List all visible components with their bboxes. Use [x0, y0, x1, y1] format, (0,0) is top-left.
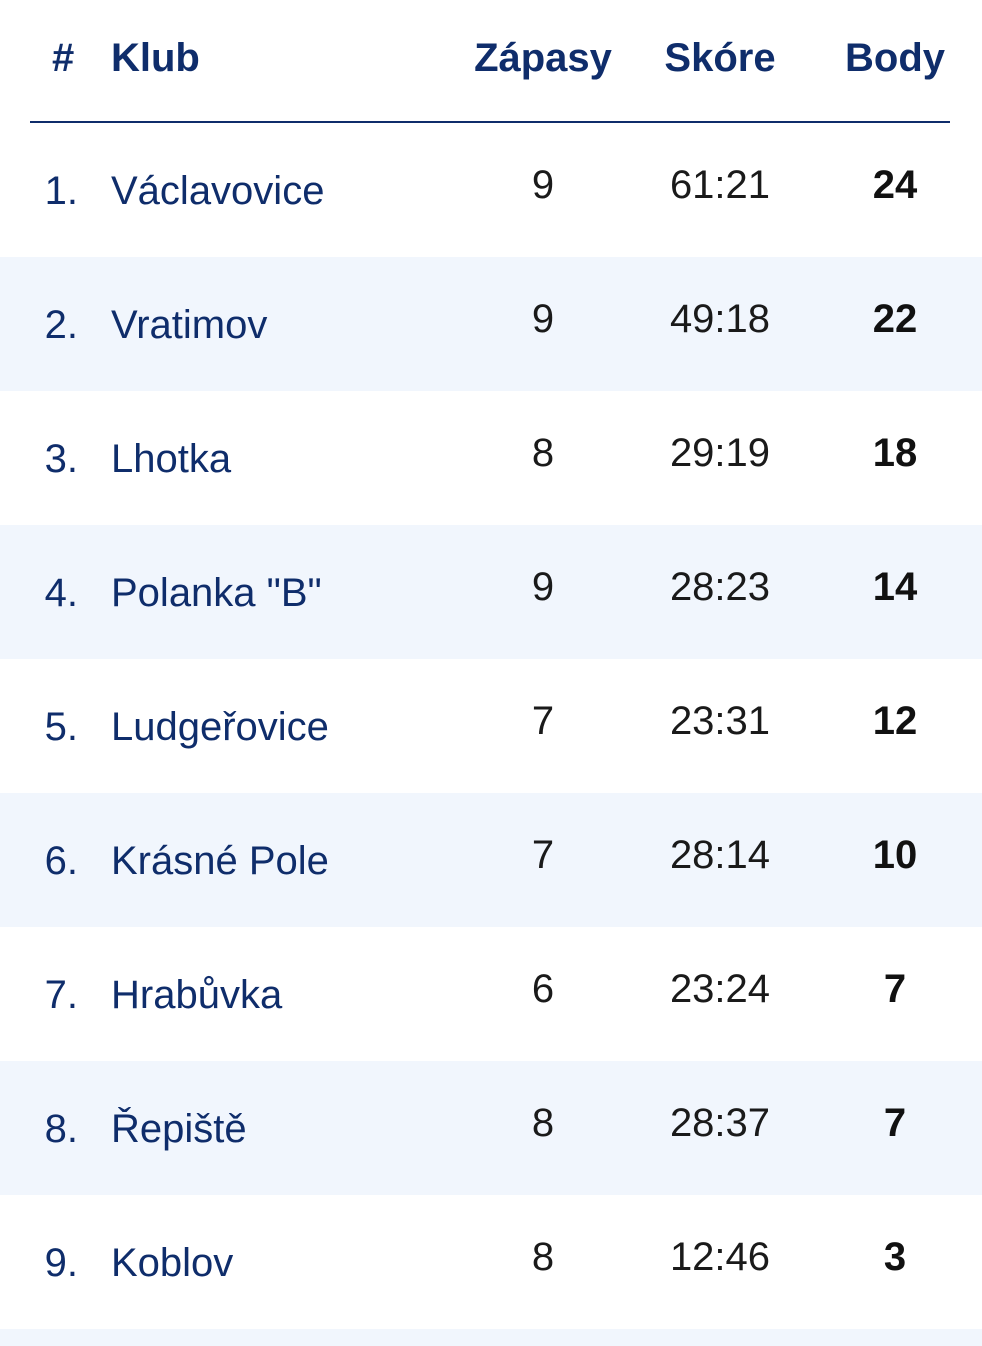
table-row: 9. Koblov 8 12:46 3 [0, 1195, 982, 1329]
row-points: 3 [883, 1235, 907, 1279]
row-score: 28:37 [669, 1101, 771, 1145]
row-matches: 9 [531, 163, 555, 207]
row-club: Řepiště [111, 1107, 247, 1151]
row-club: Ludgeřovice [111, 705, 329, 749]
header-rank: # [52, 36, 75, 80]
row-matches: 8 [531, 1235, 555, 1279]
row-club: Krásné Pole [111, 839, 329, 883]
row-club: Hrabůvka [111, 973, 283, 1017]
row-points: 10 [872, 833, 918, 877]
row-rank: 5. [44, 705, 78, 749]
row-rank: 9. [44, 1241, 78, 1285]
header-points: Body [845, 36, 945, 80]
row-matches: 9 [531, 565, 555, 609]
row-matches: 7 [531, 833, 555, 877]
table-row: 1. Václavovice 9 61:21 24 [0, 123, 982, 257]
row-score: 28:14 [669, 833, 771, 877]
row-score: 23:24 [669, 967, 771, 1011]
table-row: 2. Vratimov 9 49:18 22 [0, 257, 982, 391]
row-score: 49:18 [669, 297, 771, 341]
row-points: 24 [872, 163, 918, 207]
row-club: Václavovice [111, 169, 325, 213]
table-row: 8. Řepiště 8 28:37 7 [0, 1061, 982, 1195]
row-points: 18 [872, 431, 918, 475]
row-score: 28:23 [669, 565, 771, 609]
row-points: 22 [872, 297, 918, 341]
row-club: Koblov [111, 1241, 234, 1285]
table-row: 3. Lhotka 8 29:19 18 [0, 391, 982, 525]
row-matches: 9 [531, 297, 555, 341]
row-points: 12 [872, 699, 918, 743]
row-score: 12:46 [669, 1235, 771, 1279]
row-matches: 8 [531, 431, 555, 475]
row-points: 7 [883, 1101, 907, 1145]
row-rank: 6. [44, 839, 78, 883]
row-club: Vratimov [111, 303, 268, 347]
row-points: 7 [883, 967, 907, 1011]
header-score: Skóre [664, 36, 776, 80]
table-row: 7. Hrabůvka 6 23:24 7 [0, 927, 982, 1061]
table-row: 6. Krásné Pole 7 28:14 10 [0, 793, 982, 927]
table-header: # Klub Zápasy Skóre Body [0, 0, 982, 122]
header-matches: Zápasy [474, 36, 612, 80]
row-matches: 6 [531, 967, 555, 1011]
row-score: 23:31 [669, 699, 771, 743]
row-matches: 8 [531, 1101, 555, 1145]
row-rank: 2. [44, 303, 78, 347]
row-rank: 3. [44, 437, 78, 481]
row-club: Lhotka [111, 437, 232, 481]
row-club: Polanka "B" [111, 571, 322, 615]
row-points: 14 [872, 565, 918, 609]
table-row-partial [0, 1329, 982, 1346]
row-matches: 7 [531, 699, 555, 743]
row-score: 29:19 [669, 431, 771, 475]
row-rank: 7. [44, 973, 78, 1017]
table-row: 4. Polanka "B" 9 28:23 14 [0, 525, 982, 659]
row-rank: 4. [44, 571, 78, 615]
row-rank: 8. [44, 1107, 78, 1151]
header-divider [30, 121, 950, 123]
row-rank: 1. [44, 169, 78, 213]
table-row: 5. Ludgeřovice 7 23:31 12 [0, 659, 982, 793]
row-score: 61:21 [669, 163, 771, 207]
table-body: 1. Václavovice 9 61:21 24 2. Vratimov 9 … [0, 123, 982, 1346]
header-club: Klub [111, 36, 200, 80]
